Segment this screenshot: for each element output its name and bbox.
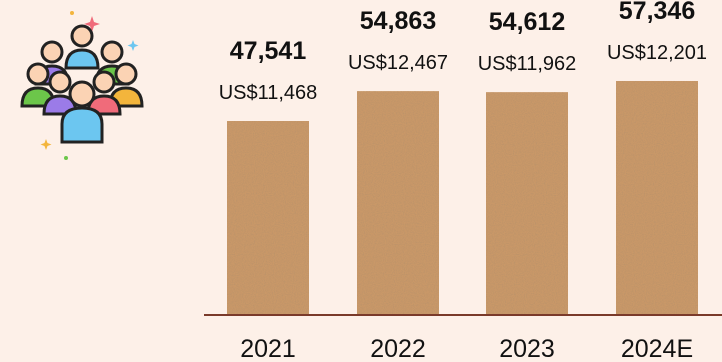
value-label: 54,612 (489, 8, 565, 36)
bar-2021 (227, 121, 309, 315)
value-label: 54,863 (360, 7, 436, 35)
bar-2023 (486, 92, 568, 316)
bar-2024E (616, 80, 698, 315)
bar-2022 (357, 91, 439, 315)
x-tick-label: 2021 (240, 335, 296, 362)
x-tick-label: 2024E (621, 335, 693, 362)
value-label: 47,541 (230, 37, 307, 65)
usd-label: US$12,201 (607, 42, 707, 64)
sparkle-icon (40, 139, 52, 150)
x-tick-label: 2022 (370, 335, 426, 362)
usd-label: US$11,468 (219, 82, 318, 104)
people-group-icon (20, 11, 144, 160)
value-label: 57,346 (619, 0, 695, 25)
usd-label: US$11,962 (478, 53, 577, 75)
sparkle-icon (84, 16, 100, 32)
x-tick-label: 2023 (499, 335, 555, 362)
sparkle-icon (127, 40, 139, 51)
usd-label: US$12,467 (348, 52, 448, 74)
